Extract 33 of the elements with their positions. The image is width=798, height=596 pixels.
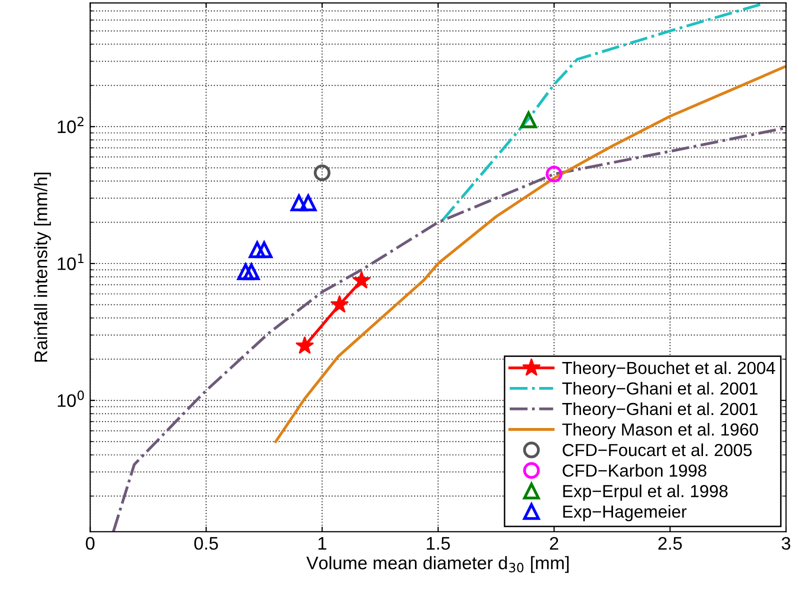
x-tick-label: 3 [782,536,790,550]
x-tick-label: 2 [550,536,558,550]
x-tick-label: 2.5 [658,536,682,550]
point [248,241,266,258]
point [330,294,349,313]
point [243,263,260,280]
point [290,194,308,212]
legend-label: Theory−Ghani et al. 2001 [562,382,758,398]
y-tick-label: 10$^{2}$ [58,116,84,134]
point [237,263,254,280]
legend-label: Theory Mason et al. 1960 [562,422,758,440]
x-tick-label: 1.5 [426,537,450,550]
point [256,241,272,258]
y-tick-label: 10$^{1}$ [58,254,84,270]
legend-label: Theory−Bouchet et al. 2004 [562,361,776,378]
legend-label: Exp−Erpul et al. 1998 [563,484,728,501]
y-tick-label: 10$^{0}$ [58,390,84,407]
x-tick-label: 0.5 [194,536,218,550]
point [295,336,314,354]
legend-label: Exp−Hagemeier [563,505,687,522]
legend-label: Theory−Ghani et al. 2001 [562,402,758,419]
x-axis-title: Volume mean diameter d$_{30}$ [mm] [306,556,569,573]
point [314,164,330,182]
legend-label: CFD−Foucart et al. 2005 [562,443,752,456]
point [520,112,537,128]
point [546,166,562,182]
line-series [274,64,786,443]
point [352,270,371,289]
x-tick-label: 1 [318,537,326,550]
y-axis-title: Rainfall intensity [mm/h] [34,172,51,362]
point [300,194,317,212]
x-tick-label: 0 [86,536,94,550]
legend-label: CFD−Karbon 1998 [562,464,706,477]
